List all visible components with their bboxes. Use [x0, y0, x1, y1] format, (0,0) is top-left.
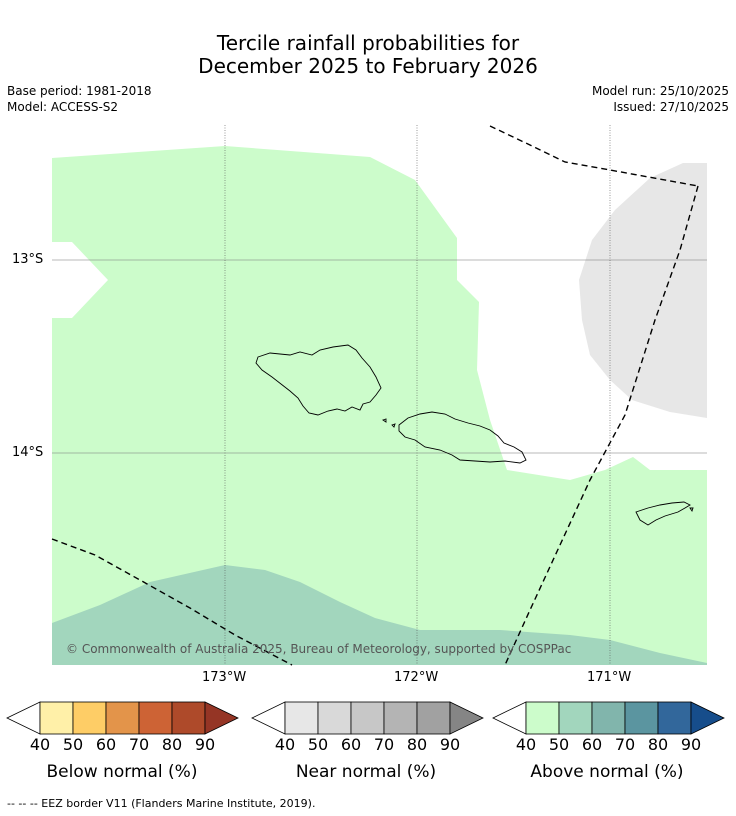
title-line-2: December 2025 to February 2026	[198, 54, 538, 78]
colorbar-tick-label: 50	[62, 735, 84, 754]
colorbar-tick-label: 60	[95, 735, 117, 754]
colorbar-label-below: Below normal (%)	[46, 762, 198, 782]
colorbar-segment	[657, 701, 692, 735]
colorbar-tick-label: 50	[548, 735, 570, 754]
above-normal-50-60-region	[52, 565, 707, 665]
island-savaii	[255, 344, 382, 416]
colorbar-tick-label: 90	[439, 735, 461, 754]
colorbar-tick-label: 40	[515, 735, 537, 754]
island-upolu	[398, 411, 527, 464]
colorbar-tick-label: 80	[161, 735, 183, 754]
colorbar-segment	[416, 701, 451, 735]
colorbar-segment	[284, 701, 319, 735]
eez-border-north	[489, 125, 699, 187]
colorbar-above-normal	[492, 701, 725, 735]
colorbars	[6, 701, 725, 735]
colorbar-segment	[383, 701, 418, 735]
colorbar-tick-label: 80	[647, 735, 669, 754]
colorbar-tick-label: 80	[406, 735, 428, 754]
colorbar-tick-label: 70	[373, 735, 395, 754]
colorbar-segment	[171, 701, 206, 735]
island-manono	[381, 418, 387, 423]
colorbar-label-near: Near normal (%)	[295, 762, 437, 782]
model-name: Model: ACCESS-S2	[7, 100, 119, 114]
colorbar-extend-high	[204, 701, 239, 735]
colorbar-segment	[525, 701, 560, 735]
lon-label-171w: 171°W	[587, 670, 632, 685]
colorbar-below-normal	[6, 701, 239, 735]
colorbar-segment	[591, 701, 626, 735]
colorbar-extend-low	[6, 701, 41, 735]
colorbar-extend-low	[492, 701, 527, 735]
issued-date: Issued: 27/10/2025	[613, 100, 729, 114]
colorbar-segment	[624, 701, 659, 735]
lon-label-173w: 173°W	[202, 670, 247, 685]
colorbar-tick-label: 70	[614, 735, 636, 754]
colorbar-tick-label: 50	[307, 735, 329, 754]
colorbar-segment	[558, 701, 593, 735]
base-period: Base period: 1981-2018	[7, 84, 152, 98]
colorbar-segment	[105, 701, 140, 735]
gridlines	[52, 259, 707, 454]
colorbar-segment	[317, 701, 352, 735]
colorbar-extend-low	[251, 701, 286, 735]
colorbar-tick-label: 40	[274, 735, 296, 754]
above-normal-40-50-region	[52, 146, 707, 665]
colorbar-tick-label: 60	[581, 735, 603, 754]
footnote-eez: -- -- -- EEZ border V11 (Flanders Marine…	[7, 797, 316, 810]
copyright-notice: © Commonwealth of Australia 2025, Bureau…	[66, 642, 571, 656]
colorbar-tick-label: 70	[128, 735, 150, 754]
colorbar-label-above: Above normal (%)	[530, 762, 684, 782]
lat-label-13s: 13°S	[12, 252, 44, 267]
title-line-1: Tercile rainfall probabilities for	[216, 31, 520, 55]
island-tutuila	[635, 501, 691, 526]
colorbar-segment	[39, 701, 74, 735]
map-canvas: © Commonwealth of Australia 2025, Bureau…	[51, 125, 707, 666]
colorbar-extend-high	[449, 701, 484, 735]
model-run: Model run: 25/10/2025	[591, 84, 729, 98]
lon-label-172w: 172°W	[394, 670, 439, 685]
colorbar-tick-label: 60	[340, 735, 362, 754]
colorbar-segment	[138, 701, 173, 735]
colorbar-tick-label: 40	[29, 735, 51, 754]
colorbar-tick-label: 90	[680, 735, 702, 754]
island-apolima	[391, 423, 396, 428]
island-aunuu	[689, 507, 694, 513]
colorbar-segment	[350, 701, 385, 735]
near-normal-40-50-region	[579, 163, 707, 418]
colorbar-segment	[72, 701, 107, 735]
lat-label-14s: 14°S	[12, 445, 44, 460]
eez-border-east	[504, 185, 699, 666]
colorbar-tick-label: 90	[194, 735, 216, 754]
colorbar-extend-high	[690, 701, 725, 735]
colorbar-near-normal	[251, 701, 484, 735]
eez-borders	[51, 125, 699, 666]
